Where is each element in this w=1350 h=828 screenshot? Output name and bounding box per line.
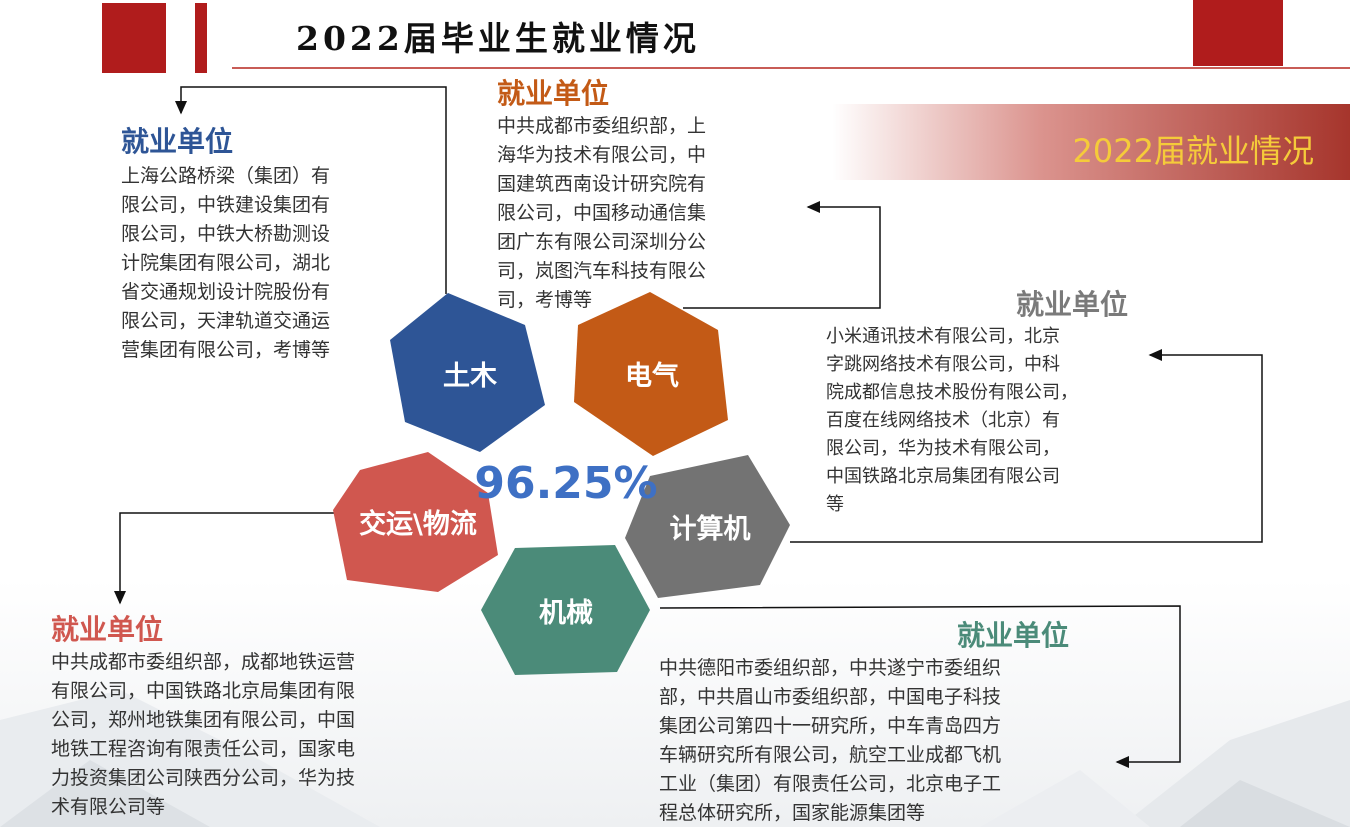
text-line: 省交通规划设计院股份有 <box>121 281 331 303</box>
text-line: 力投资集团公司陕西分公司，华为技 <box>51 767 356 789</box>
electrical-employers-text: 中共成都市委组织部，上 海华为技术有限公司，中 国建筑西南设计研究院有 限公司，… <box>497 112 706 315</box>
text-line: 地铁工程咨询有限责任公司，国家电 <box>51 738 356 760</box>
mechanical-employers-text: 中共德阳市委组织部，中共遂宁市委组织 部，中共眉山市委组织部，中国电子科技 集团… <box>659 654 1069 828</box>
title-underline <box>232 67 1350 69</box>
text-line: 小米通讯技术有限公司，北京 <box>826 326 1060 347</box>
text-line: 限公司，中铁大桥勘测设 <box>121 223 331 245</box>
computer-employers-box: 就业单位 小米通讯技术有限公司，北京 字跳网络技术有限公司，中科 院成都信息技术… <box>826 283 1128 519</box>
hex-mechanical: 机械 <box>481 545 650 675</box>
hex-mechanical-label: 机械 <box>539 598 593 629</box>
text-line: 海华为技术有限公司，中 <box>497 144 707 166</box>
text-line: 营集团有限公司，考博等 <box>121 339 331 361</box>
transport-employers-heading: 就业单位 <box>51 613 164 646</box>
text-line: 公司，郑州地铁集团有限公司，中国 <box>51 709 356 731</box>
computer-employers-text: 小米通讯技术有限公司，北京 字跳网络技术有限公司，中科 院成都信息技术股份有限公… <box>826 323 1128 519</box>
section-banner-title: 2022届就业情况 <box>1072 132 1314 170</box>
electrical-connector <box>683 201 881 309</box>
text-line: 车辆研究所有限公司，航空工业成都飞机 <box>659 744 1002 766</box>
computer-employers-heading: 就业单位 <box>1016 288 1129 321</box>
hex-electrical-label: 电气 <box>625 361 679 392</box>
transport-employers-box: 就业单位 中共成都市委组织部，成都地铁运营 有限公司，中国铁路北京局集团有限 公… <box>51 608 355 822</box>
text-line: 上海公路桥梁（集团）有 <box>121 165 331 187</box>
text-line: 字跳网络技术有限公司，中科 <box>826 354 1060 375</box>
hex-computer: 计算机 <box>625 455 790 598</box>
text-line: 中共成都市委组织部，上 <box>497 115 707 137</box>
text-line: 院成都信息技术股份有限公司， <box>826 382 1078 403</box>
text-line: 限公司，华为技术有限公司， <box>826 438 1060 459</box>
text-line: 有限公司，中国铁路北京局集团有限 <box>51 680 356 702</box>
text-line: 部，中共眉山市委组织部，中国电子科技 <box>659 686 1002 708</box>
electrical-employers-heading: 就业单位 <box>497 77 610 110</box>
text-line: 计院集团有限公司，湖北 <box>121 252 331 274</box>
text-line: 限公司，中国移动通信集 <box>497 202 707 224</box>
text-line: 限公司，中铁建设集团有 <box>121 194 331 216</box>
hex-civil: 土木 <box>390 293 545 452</box>
page-title: 2022届毕业生就业情况 <box>296 19 700 58</box>
hex-civil-label: 土木 <box>443 361 497 392</box>
hex-transport: 交运\物流 <box>333 452 498 592</box>
text-line: 司，岚图汽车科技有限公 <box>497 260 707 282</box>
text-line: 程总体研究所，国家能源集团等 <box>659 802 926 824</box>
header-red-bar <box>195 3 207 73</box>
text-line: 中共成都市委组织部，成都地铁运营 <box>51 651 356 673</box>
text-line: 集团公司第四十一研究所，中车青岛四方 <box>659 715 1002 737</box>
text-line: 中共德阳市委组织部，中共遂宁市委组织 <box>659 657 1002 679</box>
mechanical-employers-heading: 就业单位 <box>957 619 1070 652</box>
text-line: 国建筑西南设计研究院有 <box>497 173 707 195</box>
text-line: 等 <box>826 494 844 515</box>
text-line: 工业（集团）有限责任公司，北京电子工 <box>659 773 1002 795</box>
computer-connector <box>790 349 1263 543</box>
hex-electrical: 电气 <box>574 292 728 456</box>
text-line: 百度在线网络技术（北京）有 <box>826 410 1060 431</box>
civil-employers-text: 上海公路桥梁（集团）有 限公司，中铁建设集团有 限公司，中铁大桥勘测设 计院集团… <box>121 162 330 365</box>
electrical-employers-box: 就业单位 中共成都市委组织部，上 海华为技术有限公司，中 国建筑西南设计研究院有… <box>497 72 706 315</box>
header-red-block <box>102 3 166 73</box>
civil-employers-box: 就业单位 上海公路桥梁（集团）有 限公司，中铁建设集团有 限公司，中铁大桥勘测设… <box>121 120 330 365</box>
mechanical-employers-box: 就业单位 中共德阳市委组织部，中共遂宁市委组织 部，中共眉山市委组织部，中国电子… <box>659 614 1069 828</box>
text-line: 术有限公司等 <box>51 796 166 818</box>
mechanical-connector <box>659 605 1181 768</box>
text-line: 中国铁路北京局集团有限公司 <box>826 466 1060 487</box>
header-red-block-right <box>1193 0 1283 66</box>
employment-rate: 96.25% <box>474 458 657 509</box>
text-line: 司，考博等 <box>497 289 593 311</box>
civil-employers-heading: 就业单位 <box>121 125 234 158</box>
text-line: 限公司，天津轨道交通运 <box>121 310 331 332</box>
hex-transport-label: 交运\物流 <box>359 508 477 540</box>
text-line: 团广东有限公司深圳分公 <box>497 231 707 253</box>
hex-computer-label: 计算机 <box>670 513 751 545</box>
transport-employers-text: 中共成都市委组织部，成都地铁运营 有限公司，中国铁路北京局集团有限 公司，郑州地… <box>51 648 355 822</box>
transport-connector <box>114 512 335 605</box>
section-banner <box>832 104 1350 180</box>
civil-connector <box>175 86 447 294</box>
